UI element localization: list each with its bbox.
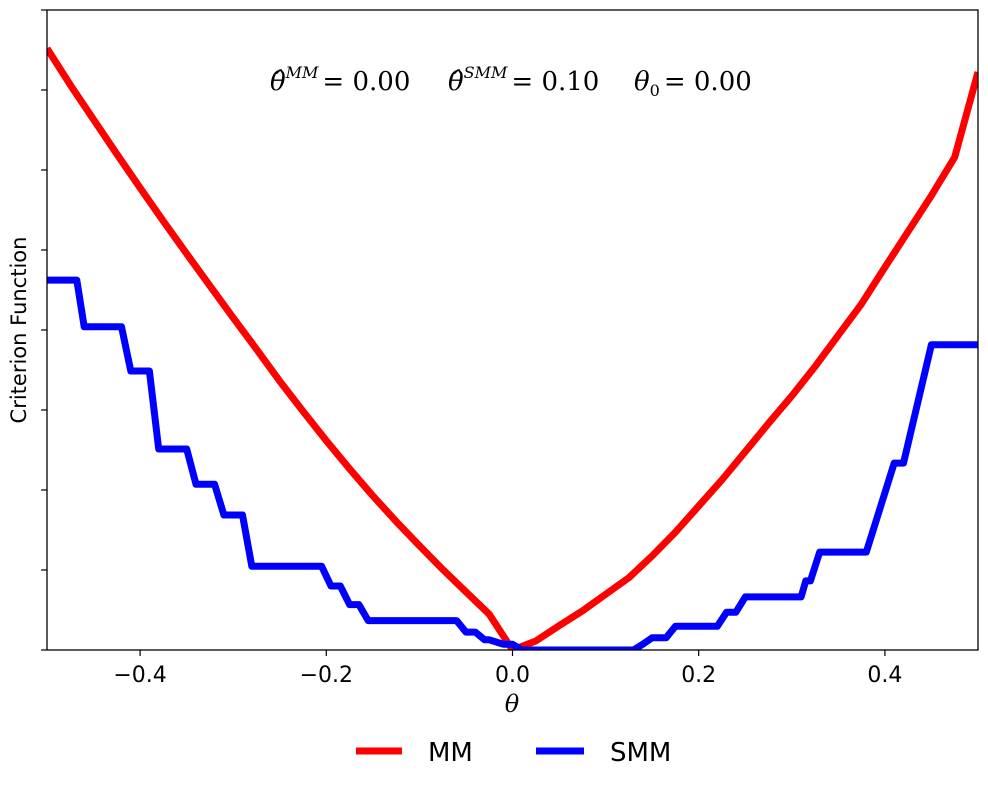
y-axis-label: Criterion Function bbox=[7, 237, 31, 424]
x-tick-label: 0.4 bbox=[867, 663, 902, 688]
x-tick-label: −0.4 bbox=[113, 663, 166, 688]
series-layer bbox=[47, 46, 978, 650]
annotation-row: θ̂MM = 0.00 θ̂SMM = 0.10 θ0 = 0.00 bbox=[270, 63, 752, 100]
x-axis-ticks: −0.4 −0.2 0.0 0.2 0.4 bbox=[113, 650, 902, 688]
series-line-mm bbox=[47, 46, 978, 650]
annotation-mm: θ̂MM = 0.00 bbox=[270, 63, 410, 97]
x-tick-label: 0.2 bbox=[681, 663, 716, 688]
x-tick-label: 0.0 bbox=[495, 663, 530, 688]
series-line-smm bbox=[47, 276, 978, 650]
annotation-theta0: θ0 = 0.00 bbox=[634, 67, 752, 100]
legend-label-smm: SMM bbox=[610, 738, 671, 768]
x-axis-label: θ bbox=[505, 690, 520, 718]
y-axis-ticks bbox=[41, 9, 47, 651]
legend-label-mm: MM bbox=[428, 738, 473, 768]
x-tick-label: −0.2 bbox=[300, 663, 353, 688]
legend: MM SMM bbox=[356, 738, 671, 768]
annotation-smm: θ̂SMM = 0.10 bbox=[448, 63, 599, 97]
